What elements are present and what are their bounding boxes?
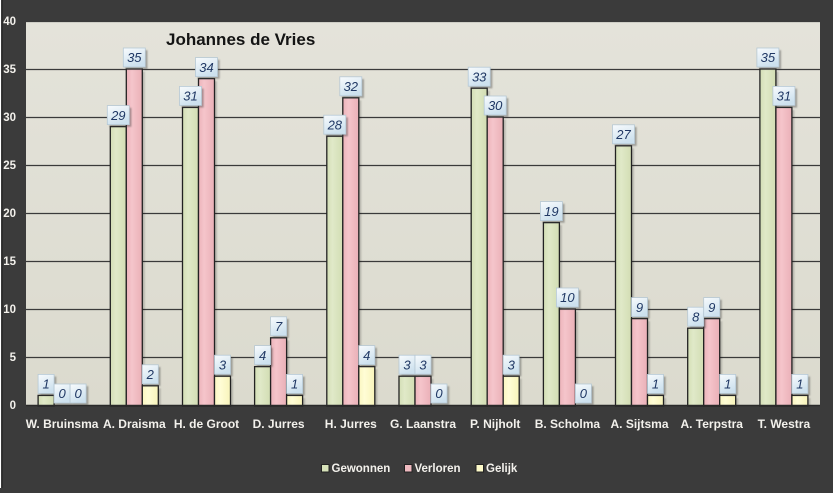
svg-text:4: 4 [259, 348, 266, 363]
svg-text:1: 1 [291, 377, 298, 392]
svg-text:3: 3 [219, 357, 227, 372]
svg-text:Johannes de Vries: Johannes de Vries [166, 30, 315, 49]
svg-text:1: 1 [652, 377, 659, 392]
svg-text:30: 30 [488, 98, 503, 113]
svg-text:29: 29 [110, 108, 125, 123]
svg-text:4: 4 [363, 348, 370, 363]
svg-text:34: 34 [199, 60, 213, 75]
svg-text:28: 28 [327, 117, 343, 132]
svg-text:40: 40 [3, 16, 16, 28]
svg-text:Gelijk: Gelijk [486, 463, 518, 475]
svg-text:15: 15 [3, 256, 16, 268]
svg-text:35: 35 [3, 64, 16, 76]
svg-text:A. Draisma: A. Draisma [103, 417, 166, 431]
svg-text:35: 35 [761, 50, 776, 65]
svg-text:31: 31 [183, 89, 197, 104]
svg-text:T. Westra: T. Westra [758, 417, 811, 431]
svg-text:9: 9 [708, 300, 715, 315]
svg-text:30: 30 [3, 112, 16, 124]
svg-text:0: 0 [58, 386, 66, 401]
svg-text:P. Nijholt: P. Nijholt [470, 417, 520, 431]
svg-text:25: 25 [3, 160, 16, 172]
svg-text:27: 27 [615, 127, 631, 142]
svg-text:1: 1 [42, 377, 49, 392]
svg-text:0: 0 [10, 400, 16, 412]
svg-text:35: 35 [127, 50, 142, 65]
svg-text:D. Jurres: D. Jurres [253, 417, 305, 431]
svg-text:H. Jurres: H. Jurres [325, 417, 377, 431]
svg-text:B. Scholma: B. Scholma [535, 417, 601, 431]
svg-text:H. de Groot: H. de Groot [174, 417, 239, 431]
svg-text:10: 10 [3, 304, 16, 316]
svg-text:G. Laanstra: G. Laanstra [390, 417, 456, 431]
svg-text:33: 33 [472, 69, 487, 84]
svg-text:8: 8 [692, 309, 700, 324]
svg-text:7: 7 [275, 319, 283, 334]
svg-text:0: 0 [580, 386, 588, 401]
svg-text:3: 3 [403, 357, 411, 372]
svg-text:1: 1 [724, 377, 731, 392]
svg-text:W. Bruinsma: W. Bruinsma [26, 417, 99, 431]
svg-text:2: 2 [146, 367, 155, 382]
svg-text:31: 31 [777, 89, 791, 104]
svg-text:32: 32 [344, 79, 359, 94]
svg-text:10: 10 [560, 290, 575, 305]
svg-text:20: 20 [3, 208, 16, 220]
svg-text:0: 0 [435, 386, 443, 401]
svg-text:1: 1 [796, 377, 803, 392]
svg-text:0: 0 [74, 386, 82, 401]
svg-text:A. Terpstra: A. Terpstra [680, 417, 743, 431]
svg-text:Gewonnen: Gewonnen [332, 463, 391, 475]
svg-text:A. Sijtsma: A. Sijtsma [610, 417, 668, 431]
svg-text:9: 9 [636, 300, 643, 315]
svg-text:3: 3 [508, 357, 516, 372]
svg-text:3: 3 [419, 357, 427, 372]
svg-text:5: 5 [10, 352, 17, 364]
svg-text:19: 19 [544, 204, 558, 219]
svg-text:Verloren: Verloren [415, 463, 461, 475]
